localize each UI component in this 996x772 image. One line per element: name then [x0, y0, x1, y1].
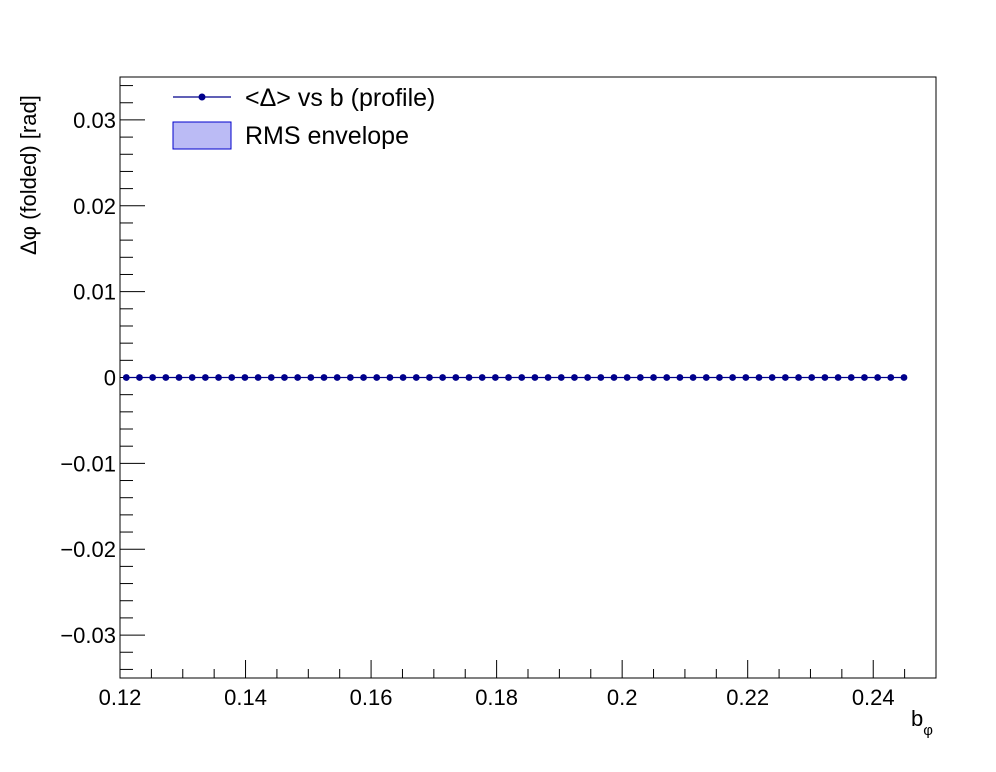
- x-axis-ticks: [119, 660, 937, 678]
- data-point: [241, 374, 249, 381]
- y-tick-label: −0.01: [60, 451, 116, 476]
- data-point: [373, 374, 381, 381]
- data-point: [900, 374, 908, 381]
- data-point: [557, 374, 565, 381]
- data-point: [439, 374, 447, 381]
- data-point: [162, 374, 170, 381]
- data-point: [136, 374, 143, 381]
- data-point: [386, 374, 394, 381]
- x-axis-title-main: b: [911, 706, 923, 731]
- x-axis-tick-labels: 0.12 0.14 0.16 0.18 0.2 0.22 0.24: [99, 685, 895, 710]
- y-tick-label: −0.03: [60, 623, 116, 648]
- y-tick-label: 0.02: [73, 194, 116, 219]
- data-point: [518, 374, 526, 381]
- y-tick-label: 0.03: [73, 108, 116, 133]
- data-point: [360, 374, 367, 381]
- data-point: [412, 374, 420, 381]
- data-point: [834, 374, 842, 381]
- data-point: [847, 374, 855, 381]
- x-tick-label: 0.2: [607, 685, 638, 710]
- data-point: [636, 374, 644, 381]
- x-tick-label: 0.16: [350, 685, 393, 710]
- data-point: [426, 374, 433, 381]
- data-point: [307, 374, 315, 381]
- data-point: [821, 374, 829, 381]
- x-tick-label: 0.12: [99, 685, 142, 710]
- data-point: [663, 374, 671, 381]
- x-tick-label: 0.14: [224, 685, 267, 710]
- x-tick-label: 0.18: [475, 685, 518, 710]
- data-point: [254, 374, 262, 381]
- data-point: [729, 374, 737, 381]
- data-point: [571, 374, 578, 381]
- data-point: [610, 374, 618, 381]
- data-point: [781, 374, 789, 381]
- y-tick-label: −0.02: [60, 537, 116, 562]
- y-axis-title: Δφ (folded) [rad]: [16, 95, 41, 255]
- data-point: [702, 374, 710, 381]
- data-point: [149, 374, 157, 381]
- legend-rms-swatch: [172, 121, 232, 150]
- data-point: [188, 374, 196, 381]
- data-point: [597, 374, 605, 381]
- data-point: [808, 374, 816, 381]
- data-point: [478, 374, 486, 381]
- data-point: [228, 374, 236, 381]
- data-point: [887, 374, 895, 381]
- data-point: [861, 374, 868, 381]
- profile-series: [122, 374, 908, 381]
- data-point: [755, 374, 763, 381]
- data-point: [716, 374, 723, 381]
- data-point: [768, 374, 776, 381]
- data-point: [201, 374, 209, 381]
- data-point: [544, 374, 552, 381]
- legend-profile-label: <Δ> vs b (profile): [245, 84, 435, 112]
- data-point: [465, 374, 473, 381]
- data-point: [320, 374, 328, 381]
- data-point: [676, 374, 684, 381]
- data-point: [491, 374, 499, 381]
- x-tick-label: 0.22: [726, 685, 769, 710]
- data-point: [281, 374, 288, 381]
- data-point: [795, 374, 802, 381]
- y-axis-tick-labels: 0.03 0.02 0.01 0 −0.01 −0.02 −0.03: [60, 108, 116, 648]
- data-point: [399, 374, 407, 381]
- data-point: [215, 374, 222, 381]
- legend-rms-label: RMS envelope: [245, 122, 409, 150]
- y-tick-label: 0: [104, 366, 116, 391]
- data-point: [505, 374, 512, 381]
- data-point: [689, 374, 697, 381]
- data-point: [452, 374, 460, 381]
- x-axis-title-subscript: φ: [923, 722, 933, 739]
- x-axis-title: bφ: [911, 706, 933, 739]
- data-point: [623, 374, 631, 381]
- legend: <Δ> vs b (profile) RMS envelope: [172, 84, 435, 150]
- data-point: [742, 374, 750, 381]
- legend-profile-marker: [198, 93, 206, 101]
- data-point: [650, 374, 657, 381]
- data-point: [122, 374, 130, 381]
- data-point: [333, 374, 341, 381]
- data-point: [267, 374, 275, 381]
- x-tick-label: 0.24: [852, 685, 895, 710]
- data-point: [584, 374, 592, 381]
- data-point: [531, 374, 539, 381]
- data-point: [874, 374, 882, 381]
- data-point: [294, 374, 302, 381]
- data-point: [175, 374, 183, 381]
- y-axis-ticks: [120, 85, 145, 670]
- y-tick-label: 0.01: [73, 280, 116, 305]
- data-point: [346, 374, 354, 381]
